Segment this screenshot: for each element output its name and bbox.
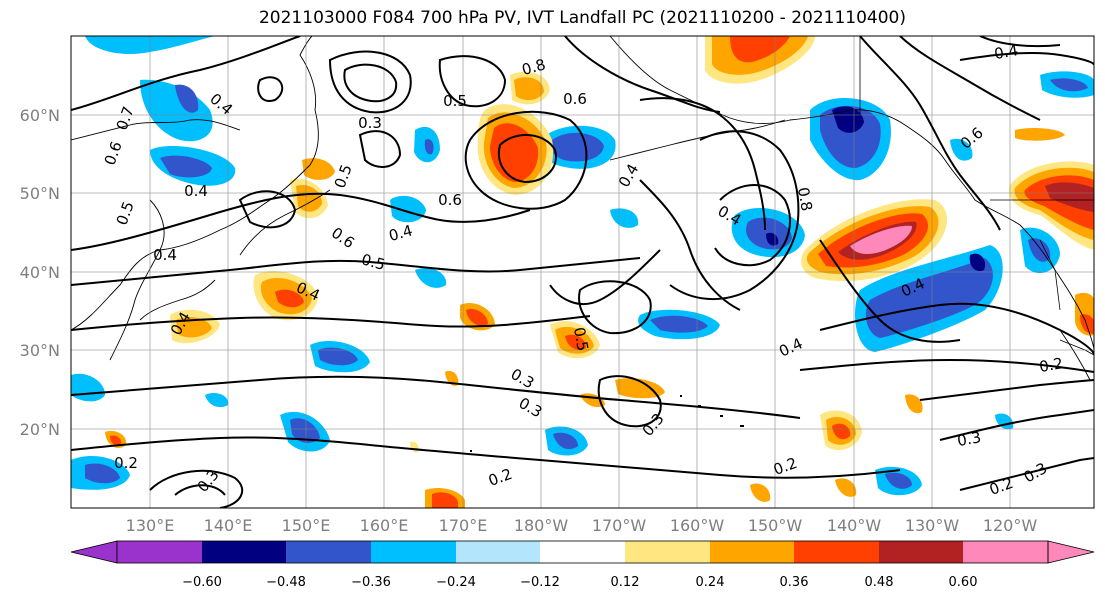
lat-label: 20°N	[20, 420, 60, 439]
longitude-labels: 130°E 140°E 150°E 160°E 170°E 180°W 170°…	[126, 516, 1038, 535]
map-title: 2021103000 F084 700 hPa PV, IVT Landfall…	[258, 8, 906, 28]
colorbar-cell	[625, 541, 710, 563]
colorbar-tick-label: −0.48	[266, 575, 306, 590]
islands	[470, 395, 744, 452]
colorbar-border	[116, 540, 1049, 564]
colorbar-cell	[286, 541, 371, 563]
colorbar-cell	[371, 541, 456, 563]
lon-label: 120°W	[983, 516, 1038, 535]
lat-label: 60°N	[20, 106, 60, 125]
map-frame	[70, 35, 1095, 509]
contour-label: 0.2	[114, 454, 138, 472]
lon-label: 150°W	[748, 516, 803, 535]
lon-label: 130°W	[905, 516, 960, 535]
colorbar-tick-label: 0.12	[611, 575, 640, 590]
contour-label: 0.4	[153, 246, 177, 264]
lon-label: 160°W	[670, 516, 725, 535]
colorbar-cell	[963, 541, 1048, 563]
contour-label: 0.8	[520, 55, 548, 79]
colorbar: −0.60 −0.48 −0.36 −0.24 −0.12 0.12 0.24 …	[70, 540, 1095, 590]
colorbar-cell	[540, 541, 625, 563]
colorbar-cell	[117, 541, 202, 563]
latitude-labels: 60°N 50°N 40°N 30°N 20°N	[20, 106, 60, 439]
colorbar-tick-label: −0.12	[520, 575, 560, 590]
contour-label: 0.3	[956, 428, 983, 450]
lat-label: 30°N	[20, 341, 60, 360]
contour-label: 0.5	[570, 326, 592, 353]
lat-label: 40°N	[20, 263, 60, 282]
colorbar-cell	[794, 541, 879, 563]
lon-label: 140°W	[827, 516, 882, 535]
colorbar-cell	[456, 541, 540, 563]
contour-label: 0.4	[184, 182, 208, 200]
pv-shading	[71, 36, 1094, 508]
contour-label: 0.5	[443, 92, 467, 110]
lon-label: 160°E	[360, 516, 409, 535]
colorbar-tick-label: 0.60	[949, 575, 978, 590]
colorbar-tick-label: 0.36	[780, 575, 809, 590]
lon-label: 140°E	[204, 516, 253, 535]
colorbar-tick-label: −0.60	[182, 575, 222, 590]
ivt-contours	[71, 36, 1094, 508]
lat-label: 50°N	[20, 184, 60, 203]
contour-label: 0.6	[563, 90, 587, 108]
lon-label: 150°E	[282, 516, 331, 535]
contour-label: 0.5	[359, 250, 387, 274]
contour-label: 0.8	[794, 186, 816, 213]
contour-label: 0.6	[438, 191, 462, 209]
colorbar-tick-label: −0.24	[436, 575, 476, 590]
contour-label: 0.2	[1038, 354, 1065, 376]
colorbar-tick-label: −0.36	[351, 575, 391, 590]
lon-label: 130°E	[126, 516, 175, 535]
colorbar-cell	[710, 541, 794, 563]
lon-label: 170°E	[439, 516, 488, 535]
gridlines	[71, 36, 1094, 508]
contour-label: 0.4	[993, 41, 1020, 63]
colorbar-cell	[1047, 540, 1095, 564]
contour-label: 0.4	[387, 221, 415, 245]
contour-label: 0.3	[358, 114, 382, 132]
lon-label: 180°W	[514, 516, 569, 535]
colorbar-cell	[202, 541, 286, 563]
lon-label: 170°W	[592, 516, 647, 535]
colorbar-tick-label: 0.24	[696, 575, 725, 590]
colorbar-tick-label: 0.48	[865, 575, 894, 590]
colorbar-cell	[70, 540, 118, 564]
colorbar-cell	[879, 541, 963, 563]
